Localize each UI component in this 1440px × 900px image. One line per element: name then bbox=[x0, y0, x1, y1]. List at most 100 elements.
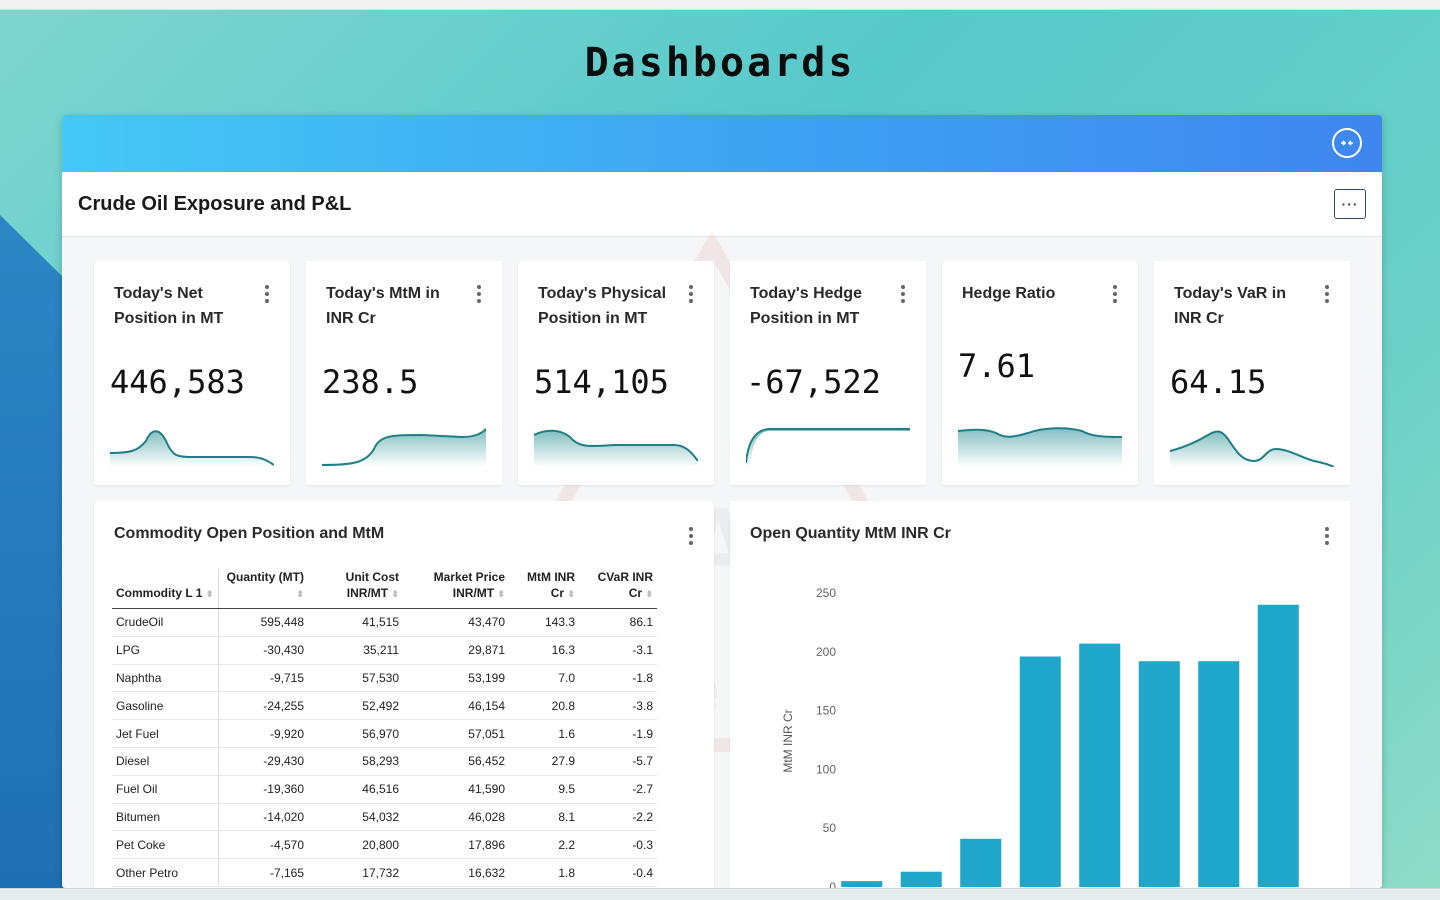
commodity-cell: LPG bbox=[112, 636, 219, 665]
kpi-row: Today's Net Position in MT 446,583 Today… bbox=[94, 261, 1350, 485]
table-row[interactable]: Naphtha -9,715 57,530 53,199 7.0 -1.8 bbox=[112, 664, 657, 693]
kpi-title: Hedge Ratio bbox=[962, 285, 1056, 302]
kpi-value: 7.61 bbox=[958, 347, 1036, 385]
chart-bar[interactable] bbox=[841, 881, 883, 887]
kpi-menu-icon[interactable] bbox=[474, 285, 484, 305]
value-cell: 46,028 bbox=[403, 803, 509, 832]
value-cell: 7.0 bbox=[509, 664, 579, 693]
table-row[interactable]: Other Petro -7,165 17,732 16,632 1.8 -0.4 bbox=[112, 858, 657, 887]
sparkline bbox=[958, 427, 1122, 467]
value-cell: -1.8 bbox=[579, 664, 657, 693]
kpi-card-physical-position: Today's Physical Position in MT 514,105 bbox=[518, 261, 714, 485]
kpi-menu-icon[interactable] bbox=[262, 285, 272, 305]
y-tick-label: 100 bbox=[816, 762, 836, 776]
table-row[interactable]: Pet Coke -4,570 20,800 17,896 2.2 -0.3 bbox=[112, 830, 657, 860]
table-row[interactable]: Fuel Oil -19,360 46,516 41,590 9.5 -2.7 bbox=[112, 775, 657, 804]
value-cell: -0.4 bbox=[579, 858, 657, 887]
kpi-menu-icon[interactable] bbox=[898, 285, 908, 305]
collapse-icon bbox=[1341, 140, 1353, 146]
chart-bar[interactable] bbox=[900, 871, 942, 887]
kpi-card-hedge-position: Today's Hedge Position in MT -67,522 bbox=[730, 261, 926, 485]
column-header[interactable]: Commodity L 1 ⬍ bbox=[112, 569, 219, 609]
kpi-title: Today's Net Position in MT bbox=[114, 285, 224, 327]
value-cell: -14,020 bbox=[218, 803, 308, 832]
kpi-title: Today's VaR in INR Cr bbox=[1174, 285, 1286, 327]
commodity-cell: Jet Fuel bbox=[112, 719, 219, 748]
table-header-row: Commodity L 1 ⬍ Quantity (MT) ⬍ Unit Cos… bbox=[112, 569, 657, 609]
chart-bar[interactable] bbox=[1138, 661, 1180, 887]
commodity-cell: Other Petro bbox=[112, 858, 219, 887]
table-row[interactable]: Bitumen -14,020 54,032 46,028 8.1 -2.2 bbox=[112, 803, 657, 832]
kpi-value: 514,105 bbox=[534, 363, 669, 401]
column-header[interactable]: MtM INR Cr ⬍ bbox=[509, 569, 579, 609]
value-cell: 58,293 bbox=[308, 747, 403, 776]
kpi-menu-icon[interactable] bbox=[686, 285, 696, 305]
kpi-card-net-position: Today's Net Position in MT 446,583 bbox=[94, 261, 290, 485]
column-header[interactable]: Quantity (MT) ⬍ bbox=[218, 569, 308, 609]
value-cell: -2.7 bbox=[579, 775, 657, 804]
kpi-card-mtm: Today's MtM in INR Cr 238.5 bbox=[306, 261, 502, 485]
table-row[interactable]: Diesel -29,430 58,293 56,452 27.9 -5.7 bbox=[112, 747, 657, 776]
column-header[interactable]: CVaR INR Cr ⬍ bbox=[579, 569, 657, 609]
y-axis-label: MtM INR Cr bbox=[781, 709, 795, 772]
value-cell: 43,470 bbox=[403, 608, 509, 637]
column-header[interactable]: Market Price INR/MT ⬍ bbox=[403, 569, 509, 609]
value-cell: 16.3 bbox=[509, 636, 579, 665]
commodity-cell: Fuel Oil bbox=[112, 775, 219, 804]
value-cell: 56,970 bbox=[308, 719, 403, 748]
value-cell: -2.2 bbox=[579, 803, 657, 832]
value-cell: 595,448 bbox=[218, 608, 308, 637]
value-cell: -1.9 bbox=[579, 719, 657, 748]
value-cell: 56,452 bbox=[403, 747, 509, 776]
column-header[interactable]: Unit Cost INR/MT ⬍ bbox=[308, 569, 403, 609]
chart-bar[interactable] bbox=[1079, 643, 1121, 887]
value-cell: 35,211 bbox=[308, 636, 403, 665]
panel-header bbox=[62, 115, 1382, 172]
table-row[interactable]: CrudeOil 595,448 41,515 43,470 143.3 86.1 bbox=[112, 608, 657, 637]
value-cell: -9,920 bbox=[218, 719, 308, 748]
sparkline bbox=[534, 429, 698, 467]
chart-card-title: Open Quantity MtM INR Cr bbox=[750, 525, 951, 542]
value-cell: -29,430 bbox=[218, 747, 308, 776]
value-cell: 1.6 bbox=[509, 719, 579, 748]
kpi-value: 446,583 bbox=[110, 363, 245, 401]
value-cell: 8.1 bbox=[509, 803, 579, 832]
value-cell: -4,570 bbox=[218, 830, 308, 860]
kpi-title: Today's MtM in INR Cr bbox=[326, 285, 440, 327]
value-cell: -9,715 bbox=[218, 664, 308, 693]
value-cell: 52,492 bbox=[308, 691, 403, 721]
collapse-button[interactable] bbox=[1332, 128, 1362, 158]
commodity-table: Commodity L 1 ⬍ Quantity (MT) ⬍ Unit Cos… bbox=[112, 569, 657, 887]
value-cell: 86.1 bbox=[579, 608, 657, 637]
page-title: Dashboards bbox=[584, 40, 856, 86]
taskbar-strip bbox=[0, 888, 1440, 900]
y-tick-label: 200 bbox=[816, 645, 836, 659]
table-row[interactable]: Gasoline -24,255 52,492 46,154 20.8 -3.8 bbox=[112, 691, 657, 721]
y-tick-label: 250 bbox=[816, 586, 836, 600]
value-cell: 20,800 bbox=[308, 830, 403, 860]
chart-bar[interactable] bbox=[960, 838, 1002, 887]
y-tick-label: 0 bbox=[829, 880, 836, 888]
value-cell: 2.2 bbox=[509, 830, 579, 860]
value-cell: 29,871 bbox=[403, 636, 509, 665]
chart-bar[interactable] bbox=[1019, 656, 1061, 887]
kpi-menu-icon[interactable] bbox=[1110, 285, 1120, 305]
chart-menu-icon[interactable] bbox=[1322, 527, 1332, 547]
dashboard-more-button[interactable]: ··· bbox=[1334, 189, 1366, 219]
kpi-title: Today's Hedge Position in MT bbox=[750, 285, 862, 327]
kpi-menu-icon[interactable] bbox=[1322, 285, 1332, 305]
table-row[interactable]: LPG -30,430 35,211 29,871 16.3 -3.1 bbox=[112, 636, 657, 665]
value-cell: -0.3 bbox=[579, 830, 657, 860]
table-menu-icon[interactable] bbox=[686, 527, 696, 547]
value-cell: 41,590 bbox=[403, 775, 509, 804]
chart-bar[interactable] bbox=[1257, 604, 1299, 887]
table-row[interactable]: Jet Fuel -9,920 56,970 57,051 1.6 -1.9 bbox=[112, 719, 657, 748]
value-cell: 16,632 bbox=[403, 858, 509, 887]
chart-bar[interactable] bbox=[1198, 661, 1240, 887]
value-cell: 54,032 bbox=[308, 803, 403, 832]
value-cell: 57,530 bbox=[308, 664, 403, 693]
commodity-cell: Pet Coke bbox=[112, 830, 219, 860]
y-tick-label: 50 bbox=[823, 821, 837, 835]
value-cell: 17,732 bbox=[308, 858, 403, 887]
kpi-value: 64.15 bbox=[1170, 363, 1267, 401]
